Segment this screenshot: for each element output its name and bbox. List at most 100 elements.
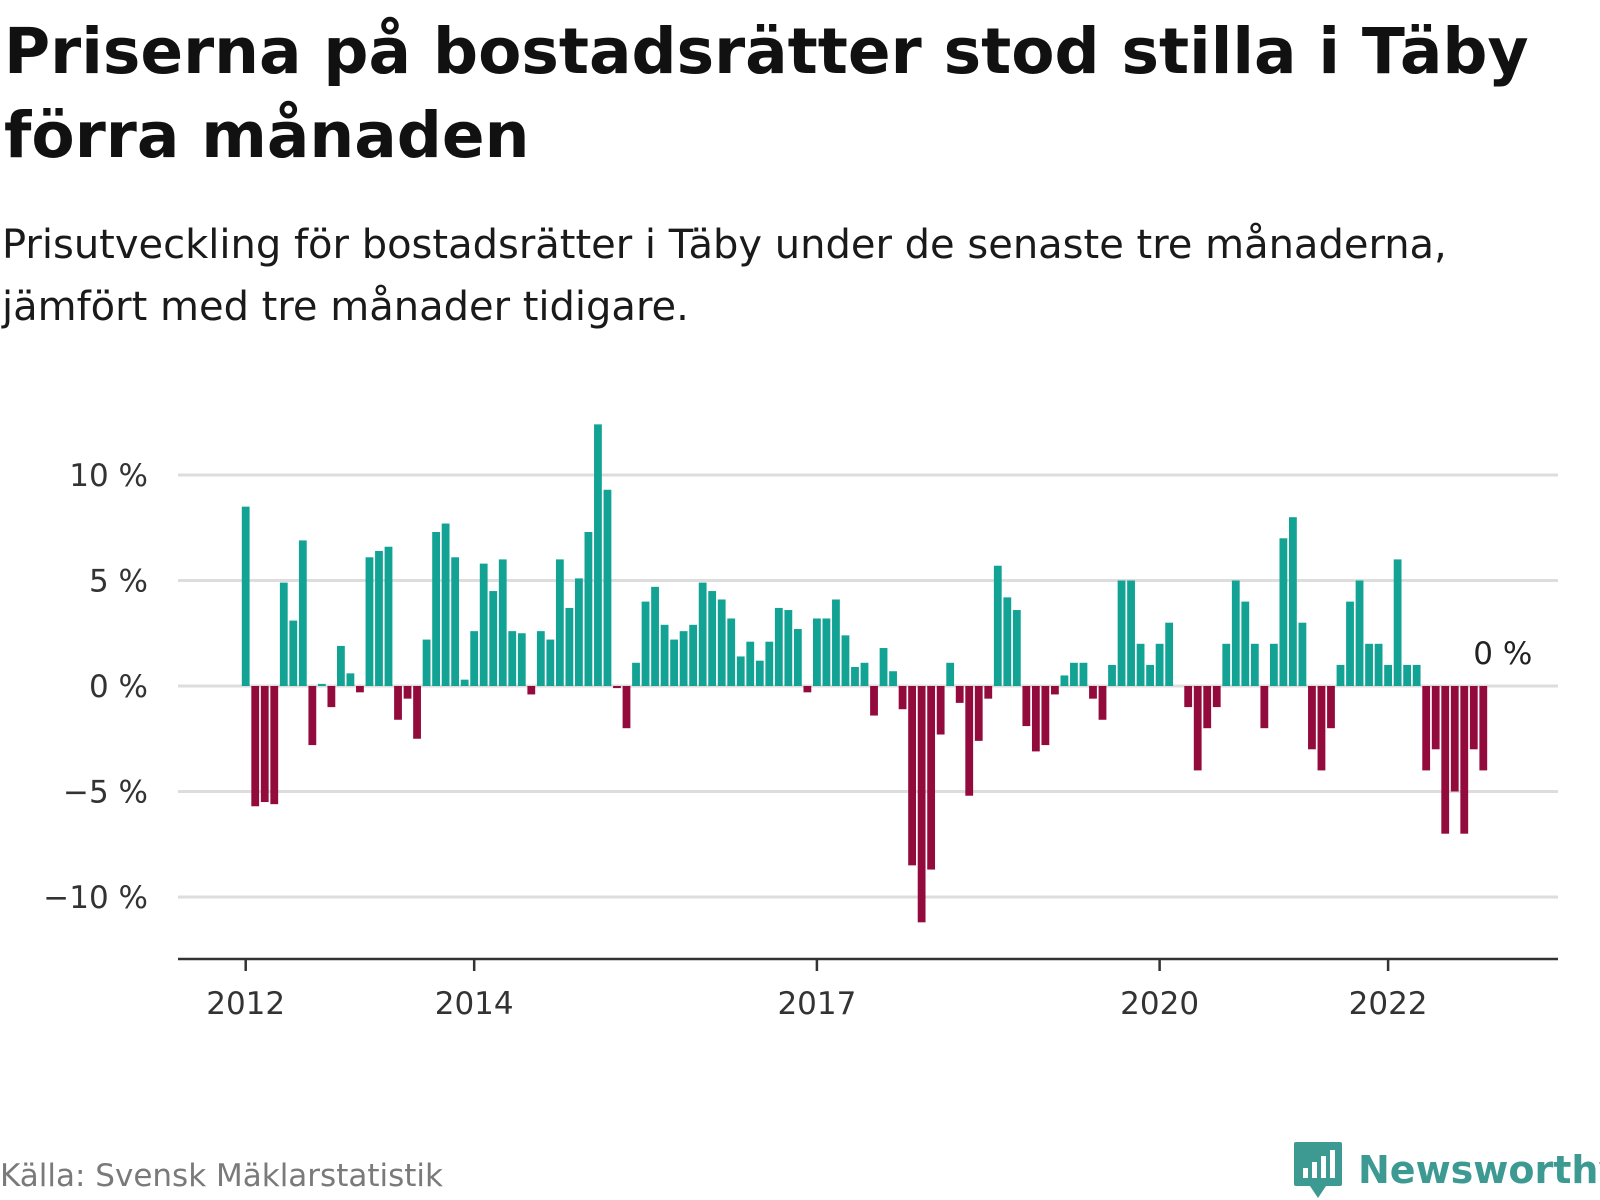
bar xyxy=(898,686,907,710)
bar xyxy=(1060,675,1069,686)
bar xyxy=(622,686,631,729)
bar xyxy=(1070,662,1078,686)
bar xyxy=(832,599,840,686)
bar xyxy=(1422,686,1431,771)
bar xyxy=(1051,686,1059,695)
bar xyxy=(1098,686,1107,720)
bar xyxy=(813,618,821,686)
chart-subtitle: Prisutveckling för bostadsrätter i Täby … xyxy=(2,222,1447,330)
bar xyxy=(327,686,336,708)
bar xyxy=(689,624,698,686)
bar xyxy=(1250,643,1259,686)
bar xyxy=(517,633,526,686)
bar xyxy=(879,648,888,686)
bar xyxy=(1355,580,1364,686)
bar xyxy=(346,673,355,686)
bar xyxy=(1003,597,1012,686)
bar xyxy=(851,667,859,686)
x-tick-label: 2014 xyxy=(435,986,514,1022)
bar xyxy=(1041,686,1050,746)
bar xyxy=(793,629,802,686)
bar xyxy=(1336,664,1345,686)
source-note: Källa: Svensk Mäklarstatistik xyxy=(0,1158,443,1194)
bar xyxy=(356,686,364,693)
x-tick-label: 2017 xyxy=(777,986,856,1022)
newsworthy-brand: Newsworthy xyxy=(1292,1140,1600,1200)
bar xyxy=(1317,686,1326,771)
bar xyxy=(1431,686,1440,750)
bar xyxy=(974,686,983,741)
bar xyxy=(1450,686,1459,792)
bar xyxy=(527,686,536,695)
bar xyxy=(784,610,793,686)
bar xyxy=(1079,662,1088,686)
bar xyxy=(1327,686,1335,729)
bar xyxy=(298,540,307,686)
bar xyxy=(394,686,402,720)
bar xyxy=(308,686,317,746)
bar xyxy=(889,671,897,686)
bar xyxy=(1184,686,1193,708)
bar xyxy=(251,686,260,807)
bar xyxy=(1289,517,1297,686)
bar xyxy=(1203,686,1212,729)
y-tick-label: 0 % xyxy=(89,669,148,705)
bar xyxy=(870,686,878,716)
bar xyxy=(803,686,812,693)
bar xyxy=(575,578,583,686)
x-tick-label: 2012 xyxy=(206,986,285,1022)
bar xyxy=(651,586,659,686)
bar xyxy=(289,620,298,686)
bar xyxy=(1127,580,1135,686)
bar xyxy=(1365,643,1373,686)
bar xyxy=(1346,601,1354,686)
y-axis-tick-labels: 10 % 5 % 0 % −5 % −10 % xyxy=(43,458,148,916)
bar xyxy=(1136,643,1145,686)
bar xyxy=(546,639,555,686)
bar xyxy=(260,686,269,803)
bar xyxy=(1212,686,1221,708)
bar xyxy=(422,639,431,686)
bar xyxy=(403,686,412,699)
y-tick-label: −10 % xyxy=(43,880,148,916)
bar xyxy=(1412,664,1421,686)
bar xyxy=(955,686,964,703)
bar xyxy=(241,506,250,686)
bar xyxy=(860,662,869,686)
bar xyxy=(755,660,764,686)
bar xyxy=(479,563,488,686)
bar xyxy=(1479,686,1488,771)
bar xyxy=(337,645,345,686)
bar xyxy=(279,582,288,686)
bar xyxy=(708,591,717,686)
bar xyxy=(1022,686,1031,727)
bar xyxy=(822,618,831,686)
bar xyxy=(946,662,955,686)
bar xyxy=(936,686,945,735)
bar xyxy=(489,591,498,686)
x-tick-label: 2022 xyxy=(1349,986,1428,1022)
bar xyxy=(317,683,326,686)
bar xyxy=(746,641,755,686)
bar xyxy=(660,624,669,686)
bar xyxy=(1460,686,1469,834)
bar xyxy=(365,557,374,686)
bar xyxy=(498,559,507,686)
bar xyxy=(927,686,936,870)
bar xyxy=(1384,664,1392,686)
bar xyxy=(384,546,393,686)
bar xyxy=(965,686,974,796)
bar xyxy=(1117,580,1126,686)
bar xyxy=(1260,686,1269,729)
bar xyxy=(1393,559,1402,686)
bar xyxy=(736,656,745,686)
bar xyxy=(632,662,640,686)
bar xyxy=(1108,664,1116,686)
bar xyxy=(1441,686,1450,834)
bar xyxy=(451,557,460,686)
bar xyxy=(1089,686,1097,699)
y-tick-label: −5 % xyxy=(63,775,148,811)
bar xyxy=(1031,686,1040,752)
bar xyxy=(841,635,850,686)
bar xyxy=(727,618,736,686)
